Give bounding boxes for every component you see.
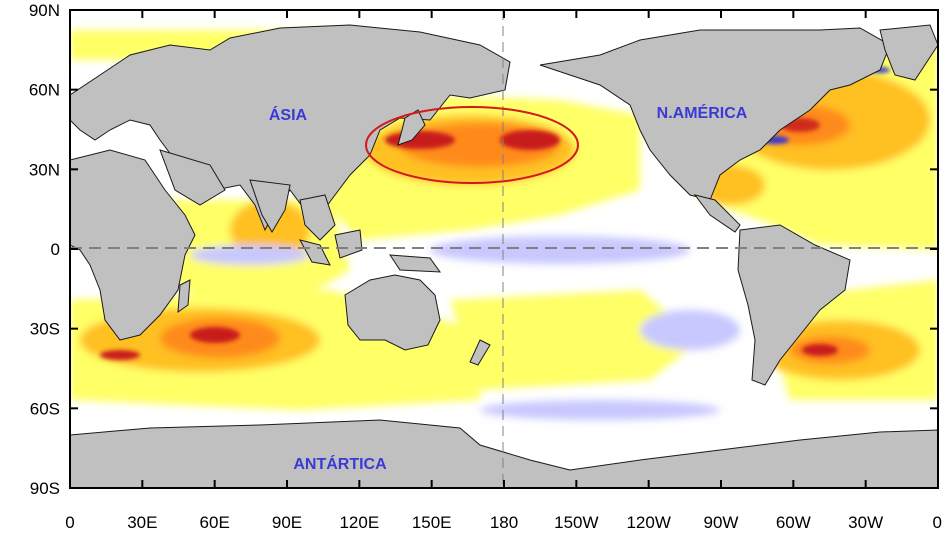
anomaly-extreme-north-pacific-east [500, 130, 560, 150]
land-eurasia [70, 24, 511, 232]
anomaly-extreme-south-indian [190, 327, 240, 343]
anomaly-cool-south-pacific [640, 310, 740, 350]
land-india [249, 179, 291, 233]
land-africa [70, 149, 196, 341]
land-new-guinea [389, 254, 442, 273]
anomaly-cool-southern-ocean [480, 400, 720, 420]
x-tick-label: 0 [65, 513, 74, 532]
x-tick-label: 180 [490, 513, 518, 532]
land-antarctica [70, 419, 938, 488]
x-tick-label: 30E [127, 513, 157, 532]
x-tick-label: 30W [848, 513, 883, 532]
y-tick-label: 90S [30, 479, 60, 498]
x-tick-label: 60W [776, 513, 811, 532]
x-tick-label: 60E [200, 513, 230, 532]
anomaly-cool-equatorial-pacific [430, 236, 690, 264]
y-tick-label: 90N [29, 1, 60, 20]
land-greenland [879, 24, 938, 81]
land-japan [397, 109, 426, 146]
land-masses [70, 24, 938, 488]
land-north-america [539, 27, 891, 201]
y-tick-label: 30S [30, 320, 60, 339]
anomaly-warm-south-pacific [450, 290, 700, 390]
x-tick-label: 120W [626, 513, 670, 532]
y-tick-label: 60S [30, 399, 60, 418]
region-label-north-america: N.AMÉRICA [657, 103, 748, 122]
anomaly-extreme-agulhas [100, 350, 140, 360]
anomaly-cool-indian-equator [190, 245, 310, 265]
x-axis: 0 30E 60E 90E 120E 150E 180 150W 120W 90W 60W 30W 0 [65, 10, 942, 532]
region-label-asia: ÁSIA [269, 105, 308, 124]
land-new-zealand [469, 339, 491, 366]
anomaly-extreme-kuroshio [385, 131, 455, 149]
land-arabia [159, 149, 226, 206]
y-axis: 90N 60N 30N 0 30S 60S 90S [29, 1, 938, 498]
y-tick-label: 30N [29, 160, 60, 179]
plot-area: ÁSIA N.AMÉRICA ANTÁRTICA [70, 10, 938, 488]
land-indochina [299, 194, 336, 241]
x-tick-label: 120E [339, 513, 379, 532]
land-madagascar [177, 279, 191, 314]
x-tick-label: 150E [412, 513, 452, 532]
land-sumatra [299, 239, 331, 266]
x-tick-label: 90E [272, 513, 302, 532]
land-borneo [334, 229, 363, 259]
land-australia [344, 274, 441, 351]
region-label-antarctica: ANTÁRTICA [293, 454, 387, 473]
x-tick-label: 0 [933, 513, 942, 532]
x-tick-label: 90W [704, 513, 739, 532]
anomaly-extreme-brazil-malvinas [802, 344, 838, 356]
x-tick-label: 150W [554, 513, 598, 532]
highlight-ellipse [365, 106, 579, 184]
y-tick-label: 0 [51, 240, 60, 259]
y-tick-label: 60N [29, 81, 60, 100]
land-central-america [693, 194, 741, 233]
